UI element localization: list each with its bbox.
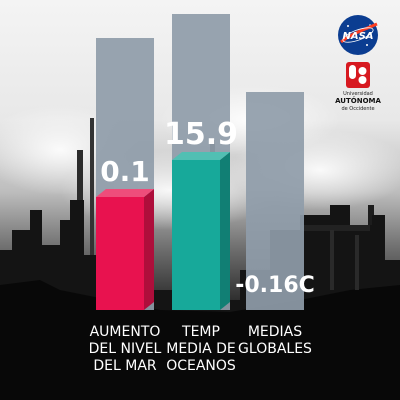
category-label: MEDIA DE [166,341,236,357]
category-label: DEL NIVEL [89,341,162,357]
data-label: -0.16C [235,273,315,298]
bar [172,160,220,310]
category-label: GLOBALES [238,341,312,357]
category-label: MEDIAS [248,324,302,340]
bar-side [144,189,154,310]
bar [96,197,144,310]
university-mark: UAO [355,83,362,87]
structure [355,235,359,290]
structure [300,225,370,231]
university-line3: de Occidente [341,106,374,112]
category-label: TEMP [181,324,220,340]
bar-side [220,152,230,310]
category-label: OCEANOS [166,358,236,374]
category-label: AUMENTO [90,324,161,340]
bar-track [246,92,304,310]
category-label: DEL MAR [93,358,157,374]
data-label: 0.1 [100,155,150,188]
nasa-wordmark: NASA [342,31,373,42]
bar-top [96,189,154,197]
university-line2: AUTÓNOMA [335,96,381,105]
university-logo: UAO Universidad AUTÓNOMA de Occidente [335,62,381,112]
nasa-logo: NASA [338,15,378,55]
structure [330,230,334,290]
bar-top [172,152,230,160]
university-line1: Universidad [343,91,373,97]
chimney [90,118,94,258]
data-label: 15.9 [164,117,238,152]
